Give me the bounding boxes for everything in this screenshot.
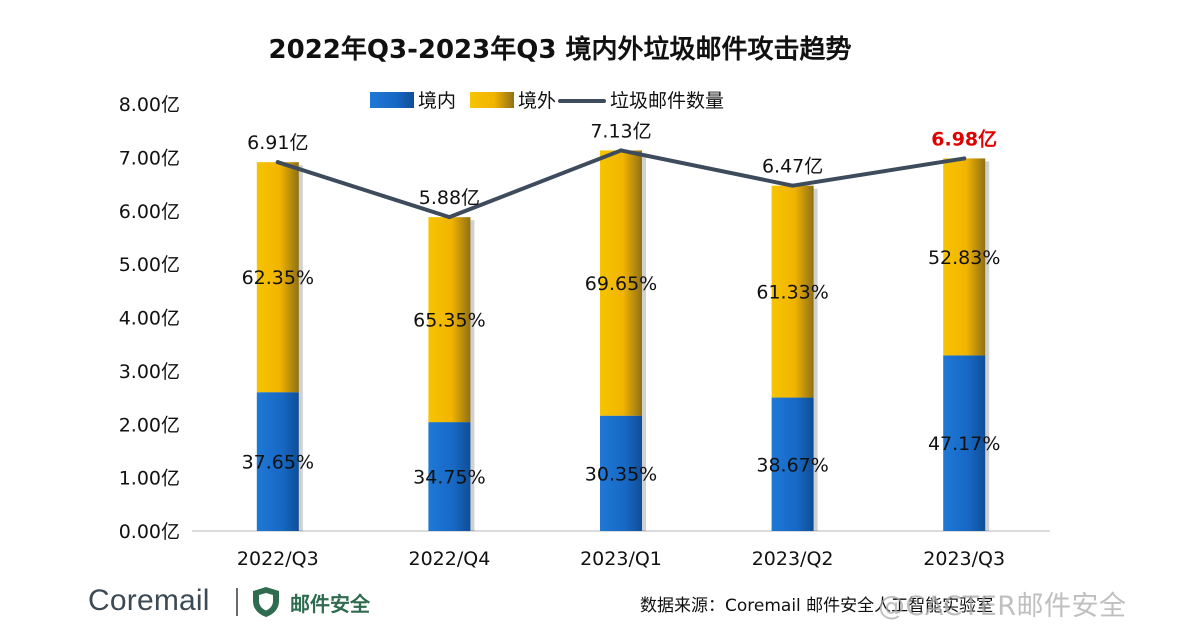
brand-subtitle: 邮件安全 [290,592,370,616]
y-tick-label: 3.00亿 [119,361,180,383]
percent-label-foreign: 61.33% [756,282,828,304]
brand-divider [236,588,238,616]
total-label: 7.13亿 [590,120,651,142]
percent-label-foreign: 65.35% [413,310,485,332]
y-tick-label: 5.00亿 [119,254,180,276]
total-label: 5.88亿 [419,187,480,209]
total-labels: 6.91亿 5.88亿 7.13亿 6.47亿 6.98亿 [247,120,997,209]
bars [256,150,990,531]
percent-label-foreign: 69.65% [585,273,657,295]
y-axis: 0.00亿 1.00亿 2.00亿 3.00亿 4.00亿 5.00亿 6.00亿 7.00亿… [119,94,180,543]
x-tick-label: 2023/Q2 [752,548,834,570]
bar-foreign [256,162,299,393]
legend-label-volume: 垃圾邮件数量 [610,90,724,112]
volume-point [790,183,795,188]
volume-point [619,148,623,153]
y-tick-label: 0.00亿 [119,521,180,543]
bar-domestic [600,415,642,531]
legend-label-foreign: 境外 [518,90,556,112]
bar-foreign [428,217,471,423]
legend-swatch-domestic [370,92,414,108]
bar-foreign [600,150,642,416]
total-label-highlight: 6.98亿 [931,127,997,150]
y-tick-label: 1.00亿 [119,468,180,490]
data-source: 数据来源：Coremail 邮件安全人工智能实验室 [640,596,994,616]
volume-line [275,148,967,220]
volume-point [447,215,452,220]
volume-point [962,156,967,161]
x-tick-label: 2023/Q1 [580,548,662,570]
chart-title: 2022年Q3-2023年Q3 境内外垃圾邮件攻击趋势 [269,34,852,65]
total-label: 6.47亿 [762,156,823,178]
percent-label-foreign: 62.35% [242,267,314,289]
y-tick-label: 6.00亿 [119,201,180,223]
x-tick-label: 2022/Q3 [237,548,319,570]
percent-labels: 37.65% 62.35% 34.75% 65.35% 30.35% 69.65% 38.6… [242,247,1001,489]
y-tick-label: 8.00亿 [119,94,180,116]
bar-foreign [771,185,814,398]
watermark: @CACTER邮件安全 [878,591,1127,622]
x-tick-label: 2022/Q4 [408,548,490,570]
legend: 境内 境外 垃圾邮件数量 [370,90,724,112]
bar-domestic [943,355,986,531]
percent-label-domestic: 30.35% [585,463,657,485]
legend-swatch-foreign [470,92,514,108]
x-axis: 2022/Q3 2022/Q4 2023/Q1 2023/Q2 2023/Q3 [237,548,1005,570]
x-tick-label: 2023/Q3 [923,548,1005,570]
bar-domestic [771,397,814,531]
percent-label-foreign: 52.83% [928,247,1000,269]
y-tick-label: 7.00亿 [119,147,180,169]
percent-label-domestic: 34.75% [413,467,485,489]
bar-domestic [256,392,299,531]
shield-icon [253,587,279,617]
y-tick-label: 2.00亿 [119,414,180,436]
volume-point [275,160,280,165]
brand-logo-text: Coremail [88,584,210,617]
percent-label-domestic: 37.65% [242,452,314,474]
percent-label-domestic: 47.17% [928,433,1000,455]
bar-foreign [943,158,986,356]
bar-domestic [428,422,471,531]
total-label: 6.91亿 [247,132,308,154]
percent-label-domestic: 38.67% [756,454,828,476]
legend-label-domestic: 境内 [418,90,456,112]
y-tick-label: 4.00亿 [119,308,180,330]
